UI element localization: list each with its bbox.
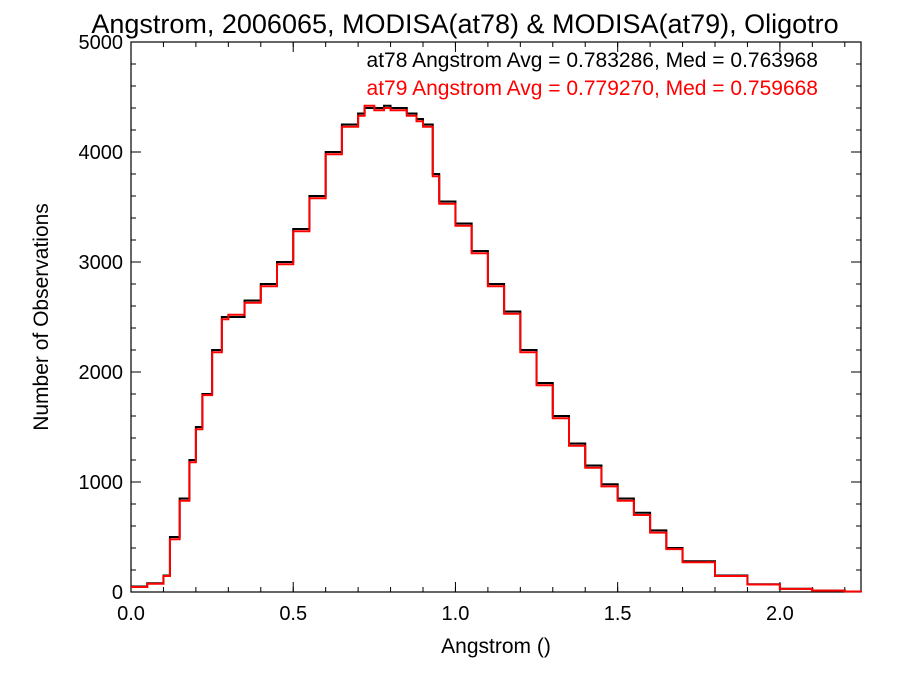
- y-axis-label: Number of Observations: [30, 203, 53, 431]
- y-tick-label: 2000: [79, 362, 124, 384]
- series-at79-line: [131, 104, 862, 593]
- x-tick-label: 1.5: [604, 603, 632, 625]
- x-axis: 0.0 0.5 1.0 1.5 2.0: [117, 42, 846, 625]
- y-tick-label: 1000: [79, 472, 124, 494]
- y-axis: 0 1000 2000 3000 4000 5000: [79, 32, 861, 604]
- series-layer: [131, 104, 862, 593]
- series-at78-line: [131, 104, 862, 593]
- x-tick-label: 0.0: [117, 603, 145, 625]
- x-tick-label: 2.0: [766, 603, 794, 625]
- y-tick-label: 0: [112, 582, 123, 604]
- y-tick-label: 5000: [79, 32, 124, 54]
- y-tick-label: 4000: [79, 142, 124, 164]
- x-tick-label: 1.0: [442, 603, 470, 625]
- y-tick-label: 3000: [79, 252, 124, 274]
- chart-title: Angstrom, 2006065, MODISA(at78) & MODISA…: [91, 9, 838, 39]
- plot-frame: [130, 41, 862, 593]
- annotation-at79: at79 Angstrom Avg = 0.779270, Med = 0.75…: [367, 77, 818, 100]
- annotation-at78: at78 Angstrom Avg = 0.783286, Med = 0.76…: [367, 49, 818, 72]
- x-axis-label: Angstrom (): [441, 635, 551, 658]
- x-tick-label: 0.5: [279, 603, 307, 625]
